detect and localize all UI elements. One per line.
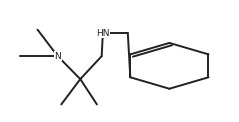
Text: N: N — [54, 52, 61, 61]
Text: HN: HN — [96, 29, 110, 38]
